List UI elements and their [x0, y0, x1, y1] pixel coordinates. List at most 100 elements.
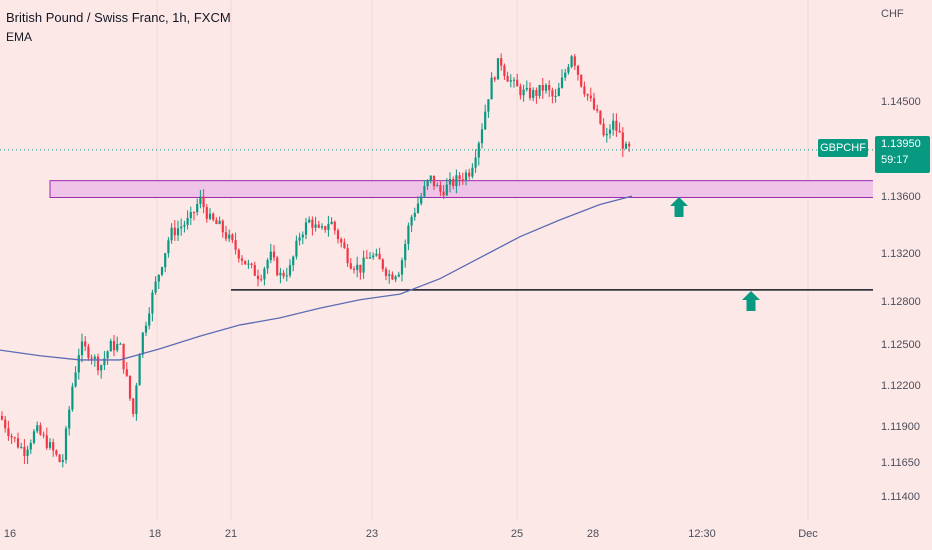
candle-body [80, 341, 84, 356]
candle-body [327, 224, 330, 230]
chart-plot-area[interactable] [0, 0, 873, 521]
candle-body [71, 386, 74, 410]
symbol-badge: GBPCHF [818, 139, 868, 157]
candle-body [455, 175, 458, 187]
candle-body [605, 133, 608, 136]
candle-body [445, 184, 448, 196]
candle-body [452, 178, 455, 187]
price-tick-label: 1.13600 [881, 191, 921, 203]
candle-body [116, 343, 119, 351]
candle-body [39, 425, 42, 435]
candle-body [301, 234, 304, 238]
candle-body [26, 449, 29, 456]
last-price: 1.13950 [881, 138, 921, 150]
candle-body [272, 251, 276, 258]
candle-body [256, 275, 260, 280]
candle-body [202, 196, 205, 208]
candle-body [416, 203, 420, 213]
candle-body [119, 343, 122, 345]
candle-body [493, 77, 496, 80]
candle-body [573, 56, 576, 66]
candle-body [615, 120, 618, 131]
price-tick-label: 1.11650 [881, 457, 920, 469]
candle-body [282, 272, 285, 277]
price-axis[interactable] [873, 0, 932, 521]
candle-body [55, 450, 58, 455]
candle-body [500, 58, 503, 66]
candlestick-chart[interactable] [0, 0, 873, 521]
candle-body [519, 86, 522, 96]
candle-body [381, 259, 384, 270]
candle-body [525, 87, 528, 90]
candle-body [477, 143, 480, 158]
candle-body [157, 274, 160, 282]
candle-body [448, 178, 452, 185]
candle-body [132, 398, 135, 415]
candle-body [10, 435, 13, 438]
candle-body [74, 372, 77, 387]
candle-body [7, 428, 10, 436]
candle-body [135, 385, 138, 415]
candle-body [426, 180, 429, 187]
candle-body [285, 275, 288, 277]
candle-body [413, 212, 416, 217]
candle-body [404, 243, 407, 261]
candle-body [352, 268, 356, 270]
candle-body [96, 356, 100, 371]
candle-body [612, 120, 615, 130]
candle-body [42, 434, 45, 436]
candle-body [234, 240, 237, 250]
candle-body [340, 239, 343, 243]
candle-body [496, 58, 500, 80]
candle-body [180, 226, 183, 229]
candle-body [170, 227, 173, 241]
price-tick-label: 1.12800 [881, 296, 921, 308]
candle-body [375, 253, 378, 256]
candle-body [397, 274, 400, 277]
candle-body [320, 226, 324, 228]
candle-body [228, 234, 231, 239]
candle-body [52, 442, 55, 451]
candle-body [576, 65, 580, 75]
candle-body [365, 257, 368, 259]
candle-body [324, 226, 327, 230]
time-axis[interactable] [0, 521, 932, 550]
time-tick-label: Dec [798, 528, 818, 540]
candle-body [103, 358, 106, 366]
candle-body [356, 264, 359, 270]
candle-body [384, 269, 388, 276]
candle-body [160, 267, 164, 275]
candle-body [183, 224, 186, 227]
candle-body [244, 260, 247, 265]
candle-body [560, 77, 564, 88]
candle-body [570, 56, 573, 68]
candle-body [362, 257, 365, 273]
candle-body [61, 459, 64, 463]
candle-body [429, 175, 432, 181]
candle-body [436, 185, 439, 187]
candle-body [548, 84, 551, 91]
candle-body [205, 207, 208, 219]
candle-body [138, 354, 141, 386]
candle-body [93, 356, 96, 359]
candle-body [487, 99, 490, 112]
candle-body [442, 191, 445, 196]
candle-body [557, 87, 560, 97]
time-tick-label: 21 [224, 528, 238, 540]
candle-body [516, 79, 519, 87]
candle-body [592, 98, 596, 110]
candle-body [583, 86, 586, 95]
candle-body [20, 446, 23, 448]
candle-body [410, 216, 413, 226]
resistance-zone [49, 180, 873, 198]
candle-body [554, 96, 557, 98]
candle-body [432, 175, 436, 187]
candle-body [490, 77, 493, 100]
candle-body [349, 263, 352, 269]
candle-body [535, 90, 538, 97]
candle-body [167, 240, 170, 254]
candle-body [247, 263, 250, 265]
indicator-label[interactable]: EMA [6, 30, 33, 44]
candle-body [218, 220, 221, 225]
candle-body [250, 263, 253, 265]
